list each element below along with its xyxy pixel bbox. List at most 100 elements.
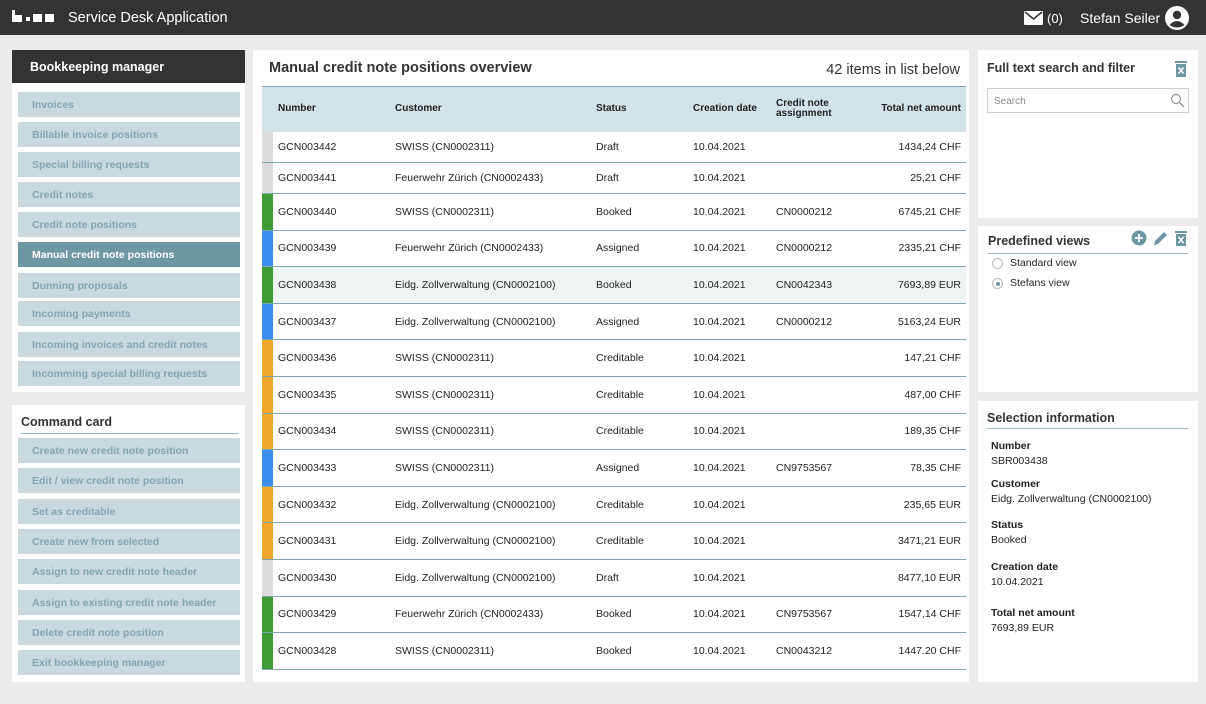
table-row[interactable]: GCN003434 SWISS (CN0002311) Creditable 10.0…: [262, 413, 966, 451]
cell: Feuerwehr Zürich (CN0002433): [395, 172, 544, 184]
cell: GCN003441: [278, 172, 337, 184]
nav-item[interactable]: Invoices: [18, 92, 240, 117]
radio-dot: [995, 281, 1000, 286]
nav-title: Bookkeeping manager: [12, 50, 245, 83]
views-title: Predefined views: [988, 234, 1188, 254]
table-row[interactable]: GCN003436 SWISS (CN0002311) Creditable 10.0…: [262, 340, 966, 377]
cell: SWISS (CN0002311): [395, 141, 495, 153]
item-count: 42 items in list below: [826, 62, 960, 78]
table-row[interactable]: GCN003438 Eidg. Zollverwaltung (CN0002100…: [262, 267, 966, 304]
cell: SWISS (CN0002311): [395, 205, 495, 218]
command-button[interactable]: Delete credit note position: [18, 619, 240, 645]
radio[interactable]: [992, 258, 1003, 269]
search-icon[interactable]: [1170, 93, 1185, 108]
mail-count[interactable]: (0): [1047, 11, 1063, 26]
view-option[interactable]: Stefans view: [1010, 277, 1070, 289]
clear-filter-icon[interactable]: [1174, 60, 1188, 77]
cell: Creditable: [596, 535, 644, 548]
nav-item[interactable]: Special billing requests: [18, 152, 240, 177]
nav-item[interactable]: Manual credit note positions: [18, 242, 240, 267]
status-stripe: [262, 377, 273, 413]
search-panel: Full text search and filter Search: [978, 50, 1198, 218]
nav-item[interactable]: Credit note positions: [18, 212, 240, 237]
command-button[interactable]: Exit bookkeeping manager: [18, 650, 240, 676]
cell: GCN003436: [278, 352, 337, 365]
table-row[interactable]: GCN003430 Eidg. Zollverwaltung (CN0002100…: [262, 560, 966, 597]
cell: GCN003439: [278, 242, 337, 255]
command-button[interactable]: Assign to new credit note header: [18, 559, 240, 585]
table-row[interactable]: GCN003433 SWISS (CN0002311) Assigned 10.04.…: [262, 450, 966, 487]
field-value: Eidg. Zollverwaltung (CN0002100): [991, 493, 1152, 505]
column-header: Credit note assignment: [776, 98, 832, 119]
search-input[interactable]: Search: [987, 88, 1189, 113]
cell: Eidg. Zollverwaltung (CN0002100): [395, 278, 556, 291]
cell: 10.04.2021: [693, 425, 746, 438]
cell: 1447.20 CHF: [898, 644, 961, 657]
nav-item[interactable]: Incomming special billing requests: [18, 361, 240, 386]
table-row[interactable]: GCN003437 Eidg. Zollverwaltung (CN0002100…: [262, 303, 966, 341]
command-button[interactable]: Set as creditable: [18, 498, 240, 524]
cell: SWISS (CN0002311): [395, 388, 495, 401]
field-label: Status: [991, 519, 1024, 531]
column-header: Number: [278, 103, 316, 114]
table-row[interactable]: GCN003428 SWISS (CN0002311) Booked 10.04.20…: [262, 633, 966, 670]
cell: 10.04.2021: [693, 352, 746, 365]
table-row[interactable]: GCN003432 Eidg. Zollverwaltung (CN0002100…: [262, 486, 966, 524]
command-button[interactable]: Create new from selected: [18, 528, 240, 554]
nav-item[interactable]: Dunning proposals: [18, 273, 240, 298]
mail-icon[interactable]: [1024, 11, 1043, 25]
column-header: Total net amount: [881, 103, 961, 114]
cell: CN9753567: [776, 461, 833, 474]
cell: Booked: [596, 205, 632, 218]
view-actions[interactable]: [1131, 229, 1191, 247]
field-value: 10.04.2021: [991, 576, 1044, 588]
table-row[interactable]: GCN003429 Feuerwehr Zürich (CN0002433) Boo…: [262, 596, 966, 634]
command-button[interactable]: Assign to existing credit note header: [18, 589, 240, 615]
user-name[interactable]: Stefan Seiler: [1080, 10, 1161, 26]
table-row[interactable]: GCN003442 SWISS (CN0002311) Draft 10.04.202…: [262, 132, 966, 163]
cell: 10.04.2021: [693, 278, 746, 291]
cell: GCN003432: [278, 498, 337, 511]
cell: SWISS (CN0002311): [395, 461, 495, 474]
cell: GCN003430: [278, 571, 337, 584]
nav-item[interactable]: Incoming payments: [18, 301, 240, 326]
main-panel: Manual credit note positions overview 42…: [253, 50, 969, 682]
cell: Creditable: [596, 425, 644, 438]
status-stripe: [262, 486, 273, 523]
table-row[interactable]: GCN003439 Feuerwehr Zürich (CN0002433) Ass…: [262, 230, 966, 268]
cell: GCN003434: [278, 425, 337, 438]
user-icon[interactable]: [1165, 6, 1189, 30]
command-button[interactable]: Create new credit note position: [18, 438, 240, 463]
table-row[interactable]: GCN003435 SWISS (CN0002311) Creditable 10.0…: [262, 377, 966, 414]
table-row[interactable]: GCN003431 Eidg. Zollverwaltung (CN0002100…: [262, 523, 966, 560]
cell: 10.04.2021: [693, 644, 746, 657]
cell: 2335,21 CHF: [898, 242, 961, 255]
cell: GCN003435: [278, 388, 337, 401]
cell: Booked: [596, 278, 632, 291]
cell: GCN003429: [278, 608, 337, 621]
nav-item[interactable]: Incoming invoices and credit notes: [18, 332, 240, 357]
cell: 10.04.2021: [693, 205, 746, 218]
nav-item[interactable]: Credit notes: [18, 182, 240, 207]
cell: 235,65 EUR: [903, 498, 961, 511]
cell: 10.04.2021: [693, 461, 746, 474]
selection-panel: Selection information Number SBR003438 Cus…: [978, 401, 1198, 682]
selection-title: Selection information: [987, 411, 1188, 429]
view-option[interactable]: Standard view: [1010, 257, 1077, 269]
command-button[interactable]: Edit / view credit note position: [18, 468, 240, 494]
cell: Feuerwehr Zürich (CN0002433): [395, 608, 544, 621]
cell: 10.04.2021: [693, 571, 746, 584]
cell: Assigned: [596, 242, 640, 255]
cell: SWISS (CN0002311): [395, 352, 495, 365]
app-title: Service Desk Application: [68, 10, 228, 26]
table-row[interactable]: GCN003441 Feuerwehr Zürich (CN0002433) Dra…: [262, 163, 966, 194]
nav-item[interactable]: Billable invoice positions: [18, 122, 240, 147]
logo: [12, 10, 54, 22]
column-header: Customer: [395, 103, 442, 114]
cell: CN0042343: [776, 278, 833, 291]
command-card: Command card Create new credit note posi…: [12, 405, 245, 682]
status-stripe: [262, 340, 273, 376]
radio[interactable]: [992, 278, 1003, 289]
table-row[interactable]: GCN003440 SWISS (CN0002311) Booked 10.04.20…: [262, 194, 966, 231]
